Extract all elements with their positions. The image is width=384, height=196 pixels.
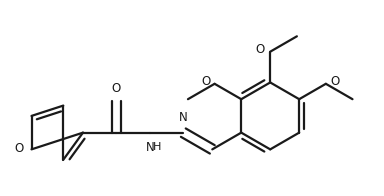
Text: N: N <box>179 111 188 124</box>
Text: O: O <box>201 75 210 88</box>
Text: O: O <box>112 82 121 95</box>
Text: O: O <box>14 142 23 155</box>
Text: O: O <box>256 43 265 55</box>
Text: H: H <box>153 142 162 152</box>
Text: N: N <box>146 142 154 154</box>
Text: O: O <box>330 75 339 88</box>
